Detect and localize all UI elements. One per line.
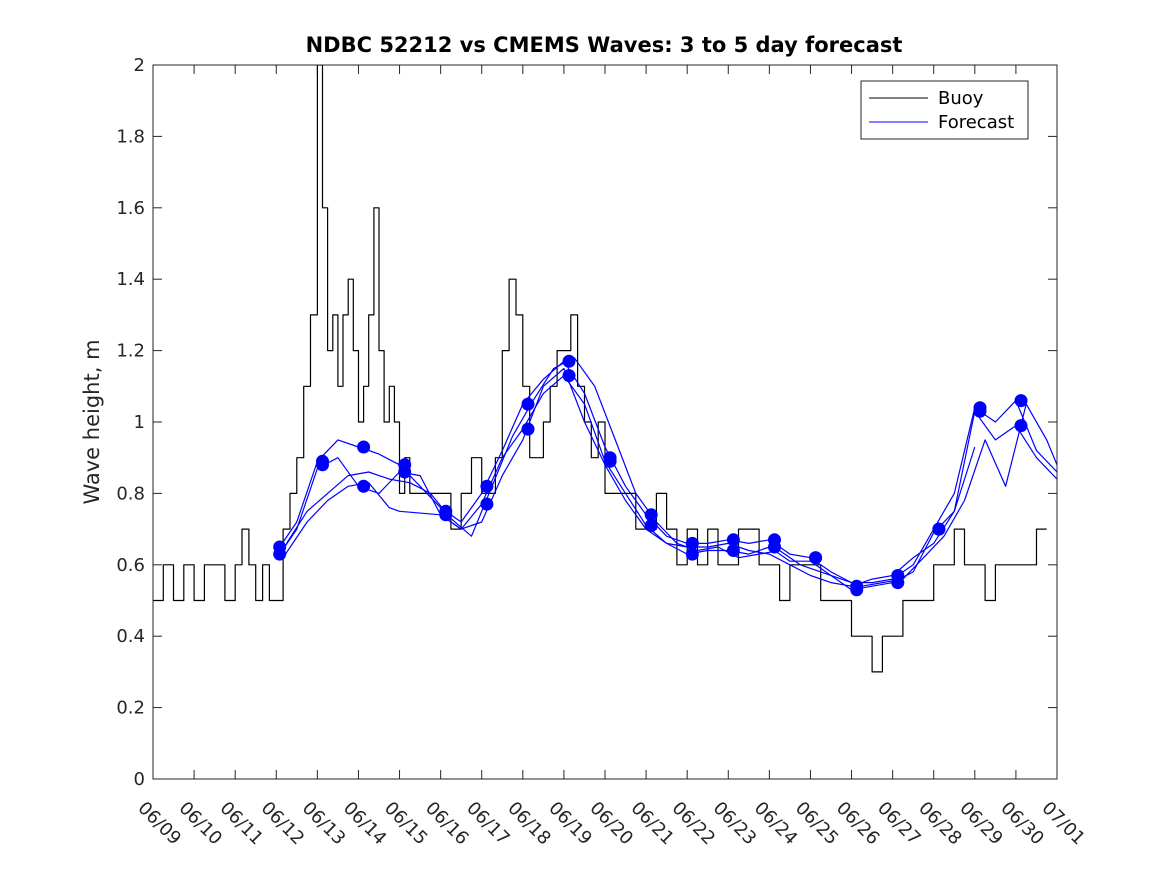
forecast-marker bbox=[850, 583, 864, 597]
forecast-marker bbox=[480, 497, 494, 511]
y-tick-label: 0.4 bbox=[116, 626, 145, 647]
y-tick-label: 2 bbox=[134, 55, 145, 76]
forecast-marker bbox=[685, 547, 699, 561]
forecast-marker bbox=[644, 508, 658, 522]
series-forecast-line-4 bbox=[285, 357, 1057, 587]
forecast-marker bbox=[891, 576, 905, 590]
y-tick-label: 1 bbox=[134, 412, 145, 433]
forecast-marker bbox=[1014, 394, 1028, 408]
legend: Buoy Forecast bbox=[860, 80, 1029, 140]
y-tick-label: 1.6 bbox=[116, 198, 145, 219]
forecast-marker bbox=[562, 369, 576, 383]
forecast-marker bbox=[316, 458, 329, 472]
plot-area: 06/0906/1006/1106/1206/1306/1406/1506/16… bbox=[116, 55, 1089, 849]
y-tick-labels: 0 0.2 0.4 0.6 0.8 1 1.2 1.4 1.6 1.8 2 bbox=[116, 55, 145, 790]
axis-ticks bbox=[152, 64, 1058, 780]
y-axis-label: Wave height, m bbox=[80, 339, 104, 504]
forecast-marker bbox=[562, 354, 576, 368]
forecast-marker bbox=[768, 540, 781, 554]
forecast-marker bbox=[439, 508, 453, 522]
forecast-marker bbox=[932, 522, 946, 536]
forecast-marker bbox=[1014, 419, 1028, 433]
series-buoy-line bbox=[153, 65, 1047, 673]
forecast-marker bbox=[603, 454, 617, 468]
forecast-marker bbox=[357, 440, 371, 454]
y-tick-label: 0.6 bbox=[116, 555, 145, 576]
y-tick-label: 1.2 bbox=[116, 341, 145, 362]
forecast-marker bbox=[644, 519, 658, 532]
legend-label-forecast: Forecast bbox=[938, 112, 1014, 133]
legend-label-buoy: Buoy bbox=[938, 88, 984, 109]
forecast-marker bbox=[973, 404, 987, 418]
marker-layer bbox=[273, 354, 1028, 597]
forecast-marker bbox=[726, 533, 740, 547]
forecast-marker bbox=[273, 547, 287, 561]
y-tick-label: 0 bbox=[134, 769, 145, 790]
forecast-marker bbox=[685, 536, 699, 550]
y-tick-label: 1.4 bbox=[116, 269, 145, 290]
chart-title: NDBC 52212 vs CMEMS Waves: 3 to 5 day fo… bbox=[306, 33, 903, 57]
forecast-marker bbox=[726, 544, 740, 557]
y-tick-label: 1.8 bbox=[116, 126, 145, 147]
legend-box bbox=[860, 80, 1029, 140]
forecast-marker bbox=[480, 479, 494, 493]
forecast-marker bbox=[809, 551, 823, 565]
forecast-marker bbox=[357, 479, 371, 493]
forecast-marker bbox=[521, 397, 535, 411]
plot-frame bbox=[152, 64, 1058, 780]
forecast-marker bbox=[398, 465, 412, 479]
y-tick-label: 0.8 bbox=[116, 483, 145, 504]
forecast-marker bbox=[521, 422, 535, 436]
y-tick-label: 0.2 bbox=[116, 698, 145, 719]
